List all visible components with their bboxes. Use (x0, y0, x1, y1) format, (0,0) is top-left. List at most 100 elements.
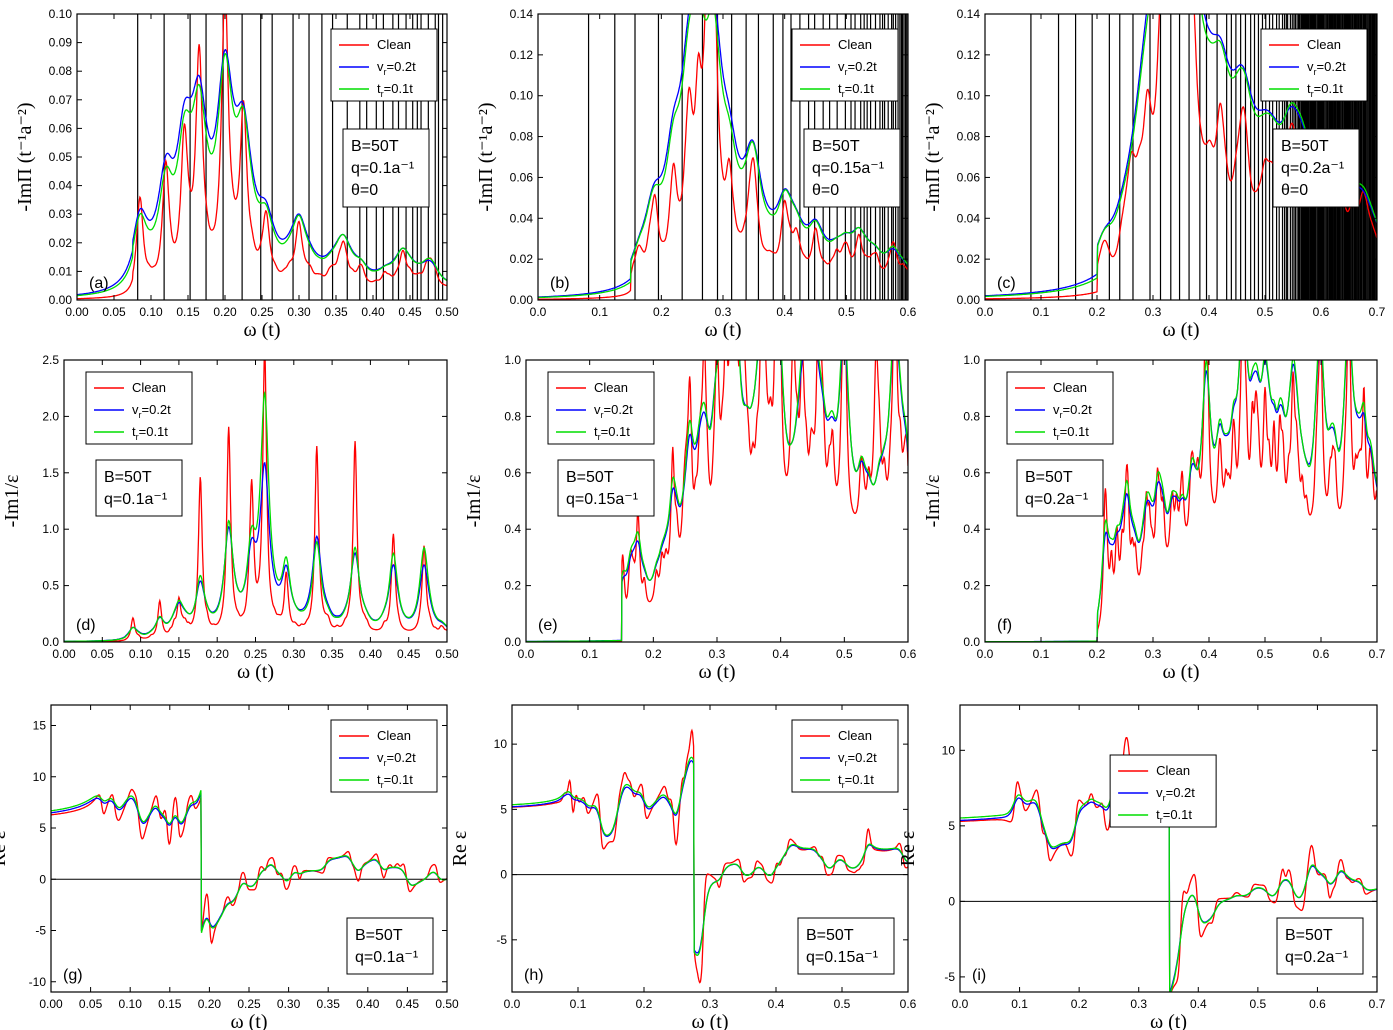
panel-label: (i) (972, 967, 986, 984)
y-tick-label: 5 (948, 819, 955, 833)
x-tick-label: 0.2 (645, 647, 662, 661)
y-tick-label: 0.6 (504, 466, 521, 480)
y-axis-label: Re ε (897, 831, 919, 867)
info-box: B=50T q=0.2a⁻¹ (1276, 917, 1364, 975)
x-tick-label: 0.35 (317, 997, 341, 1011)
panel-b: 0.0 0.1 0.2 0.3 0.4 0.5 0.6 0.00 0.02 0.04 0.06 0.0… (475, 7, 917, 341)
x-axis-label: ω (t) (704, 319, 741, 341)
x-tick-label: 0.4 (768, 997, 785, 1011)
legend: Clean vr=0.2t tr=0.1t (1006, 371, 1114, 445)
y-tick-label: 1.5 (42, 466, 59, 480)
legend: Clean vr=0.2t tr=0.1t (330, 28, 438, 102)
panel-label: (e) (538, 617, 558, 634)
legend-entry: vr=0.2t (377, 750, 416, 768)
x-tick-label: 0.40 (356, 997, 380, 1011)
legend: Clean vr=0.2t tr=0.1t (547, 371, 655, 445)
y-tick-label: 0.00 (510, 293, 534, 307)
panel-g: 0.00 0.05 0.10 0.15 0.20 0.25 0.30 0.35 0.40 0.45… (0, 704, 459, 1030)
y-tick-label: 0.02 (957, 252, 981, 266)
legend: Clean vr=0.2t tr=0.1t (85, 371, 193, 445)
y-tick-label: 10 (942, 743, 956, 757)
y-tick-label: 0.02 (49, 236, 73, 250)
plot-area (512, 728, 908, 984)
x-tick-label: 0.10 (139, 305, 163, 319)
panel-i: 0.0 0.1 0.2 0.3 0.4 0.5 0.6 0.7 -5 0 5 10 ω (t) Re ε (… (897, 704, 1386, 1030)
x-tick-label: 0.1 (1033, 647, 1050, 661)
y-tick-label: 0.04 (510, 211, 534, 225)
x-tick-label: 0.2 (1071, 997, 1088, 1011)
y-axis-label: -Im1/ε (922, 475, 944, 528)
panel-label: (c) (997, 275, 1016, 292)
x-tick-label: 0.7 (1369, 647, 1386, 661)
x-tick-label: 0.05 (79, 997, 103, 1011)
x-tick-label: 0.3 (1145, 647, 1162, 661)
y-tick-label: 0.4 (504, 522, 521, 536)
x-tick-label: 0.1 (591, 305, 608, 319)
axes-frame (984, 359, 1378, 643)
x-tick-label: 0.1 (570, 997, 587, 1011)
y-tick-label: 5 (39, 821, 46, 835)
info-line: B=50T (355, 927, 403, 944)
x-tick-label: 0.50 (435, 647, 459, 661)
legend-entry: vr=0.2t (838, 59, 877, 77)
x-tick-label: 0.4 (1190, 997, 1207, 1011)
x-axis-label: ω (t) (230, 1011, 267, 1030)
y-tick-label: 0.02 (510, 252, 534, 266)
y-tick-label: 0.05 (49, 150, 73, 164)
x-tick-label: 0.30 (282, 647, 306, 661)
x-tick-label: 0.15 (158, 997, 182, 1011)
y-axis-label: Re ε (449, 831, 471, 867)
y-tick-label: 0.04 (49, 179, 73, 193)
y-tick-label: -5 (496, 933, 507, 947)
series-tr-line (538, 14, 908, 299)
plot-area (64, 360, 447, 642)
x-tick-label: 0.0 (977, 647, 994, 661)
x-tick-label: 0.05 (102, 305, 126, 319)
legend: Clean vr=0.2t tr=0.1t (791, 719, 899, 793)
y-axis-label: Re ε (0, 831, 10, 867)
x-tick-label: 0.3 (1130, 997, 1147, 1011)
x-tick-label: 0.25 (250, 305, 274, 319)
x-tick-label: 0.5 (836, 647, 853, 661)
legend-entry: vr=0.2t (1053, 402, 1092, 420)
y-tick-label: 0.04 (957, 211, 981, 225)
x-tick-label: 0.20 (213, 305, 237, 319)
x-tick-label: 0.35 (320, 647, 344, 661)
y-tick-label: -5 (944, 970, 955, 984)
panel-label: (g) (63, 967, 83, 984)
legend-entry: vr=0.2t (377, 59, 416, 77)
y-tick-label: 1.0 (42, 522, 59, 536)
x-tick-label: 0.25 (237, 997, 261, 1011)
y-tick-label: 0.10 (510, 89, 534, 103)
x-tick-label: 0.35 (324, 305, 348, 319)
x-tick-label: 0.7 (1369, 305, 1386, 319)
legend-entry: tr=0.1t (838, 772, 874, 790)
info-line: q=0.2a⁻¹ (1281, 160, 1344, 177)
x-tick-label: 0.10 (119, 997, 143, 1011)
y-tick-label: 0 (39, 872, 46, 886)
info-line: B=50T (351, 138, 399, 155)
info-line: B=50T (1285, 927, 1333, 944)
legend-entry: vr=0.2t (1307, 59, 1346, 77)
y-tick-label: 5 (500, 802, 507, 816)
legend-entry: tr=0.1t (377, 772, 413, 790)
legend-entry: Clean (838, 728, 872, 743)
legend: Clean vr=0.2t tr=0.1t (791, 28, 899, 102)
x-tick-label: 0.45 (397, 647, 421, 661)
x-tick-label: 0.3 (709, 647, 726, 661)
legend-entry: vr=0.2t (132, 402, 171, 420)
y-tick-label: 0.03 (49, 207, 73, 221)
info-line: q=0.15a⁻¹ (566, 491, 638, 508)
y-tick-label: 0.10 (49, 7, 73, 21)
legend-entry: Clean (377, 728, 411, 743)
series-tr-line (64, 390, 447, 642)
panel-label: (d) (76, 617, 96, 634)
x-tick-label: 0.0 (530, 305, 547, 319)
legend-entry: Clean (838, 37, 872, 52)
legend-entry: Clean (594, 380, 628, 395)
x-tick-label: 0.25 (244, 647, 268, 661)
series-tr-line (51, 790, 447, 933)
x-axis-label: ω (t) (691, 1011, 728, 1030)
legend-entry: Clean (1053, 380, 1087, 395)
info-box: B=50T q=0.15a⁻¹ (797, 917, 895, 975)
